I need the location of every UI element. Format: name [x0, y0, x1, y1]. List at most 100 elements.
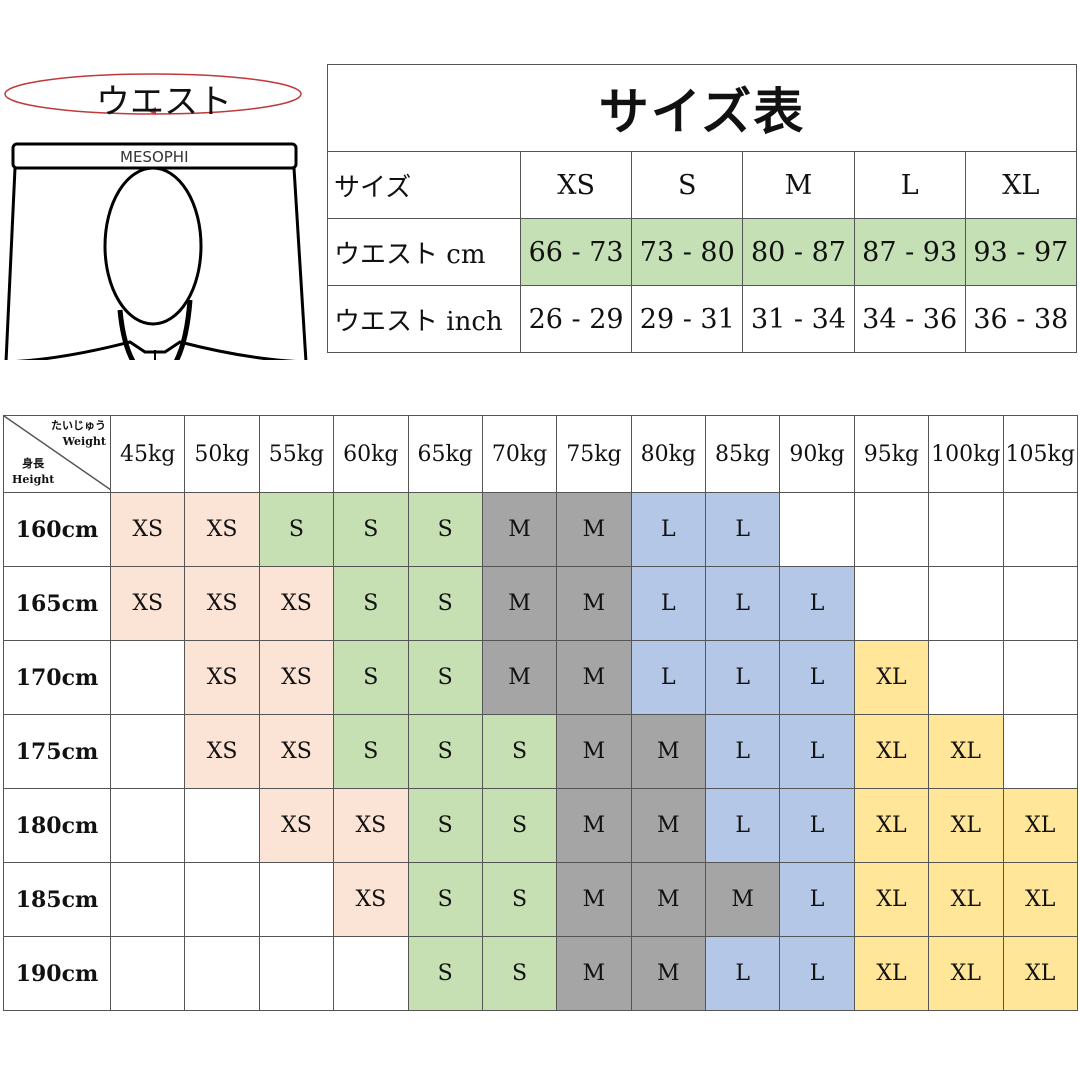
size-cell: XL	[853, 788, 930, 863]
size-cell: S	[407, 714, 483, 789]
size-cell: XL	[928, 788, 1004, 863]
size-cell	[853, 492, 930, 567]
weight-header: 80kg	[630, 415, 707, 493]
weight-header-row: たいじゅう Weight 身長 Height 45kg 50kg 55kg 60kg 65k…	[3, 415, 1078, 493]
size-cell: M	[556, 936, 632, 1011]
size-cell: L	[779, 714, 855, 789]
weight-header: 50kg	[184, 415, 260, 493]
size-header-label: サイズ	[327, 151, 521, 219]
size-cell: M	[630, 936, 707, 1011]
size-cell	[109, 862, 186, 937]
size-cell: L	[704, 492, 781, 567]
height-label: Height	[12, 473, 55, 486]
size-cell: M	[556, 492, 632, 567]
size-l: L	[853, 151, 966, 219]
size-cell: L	[704, 640, 781, 715]
waist-diagram: ウエスト MESOPHI	[0, 60, 320, 401]
size-cell: L	[704, 788, 781, 863]
size-cell: L	[779, 640, 855, 715]
size-cell: S	[481, 936, 558, 1011]
height-label: 185cm	[3, 862, 111, 937]
size-cell: M	[556, 566, 632, 641]
size-cell: S	[407, 566, 483, 641]
size-cell: S	[258, 492, 335, 567]
fit-chart: たいじゅう Weight 身長 Height 45kg 50kg 55kg 60kg 65k…	[3, 415, 1078, 1011]
size-cell: XS	[258, 788, 335, 863]
height-row: 185cm XS S S M M M L XL XL XL	[3, 862, 1078, 937]
brand-label: MESOPHI	[120, 148, 189, 166]
size-cell: M	[481, 492, 558, 567]
size-cell: XL	[928, 862, 1004, 937]
size-cell: M	[556, 714, 632, 789]
waist-inch-value: 26 - 29	[519, 285, 633, 353]
size-cell: M	[630, 714, 707, 789]
weight-header: 100kg	[928, 415, 1004, 493]
height-row: 165cm XS XS XS S S M M L L L	[3, 566, 1078, 641]
size-cell: XS	[184, 492, 260, 567]
size-cell: XS	[184, 640, 260, 715]
height-row: 180cm XS XS S S M M L L XL XL XL	[3, 788, 1078, 863]
size-cell: XS	[258, 714, 335, 789]
size-cell: L	[704, 566, 781, 641]
size-cell: L	[704, 714, 781, 789]
size-cell: XL	[853, 936, 930, 1011]
size-cell: M	[481, 640, 558, 715]
height-row: 160cm XS XS S S S M M L L	[3, 492, 1078, 567]
size-cell	[109, 936, 186, 1011]
size-cell	[1002, 714, 1078, 789]
weight-header: 85kg	[704, 415, 781, 493]
height-row: 175cm XS XS S S S M M L L XL XL	[3, 714, 1078, 789]
size-cell	[184, 788, 260, 863]
size-cell: XS	[258, 640, 335, 715]
size-cell	[1002, 566, 1078, 641]
size-cell: M	[630, 862, 707, 937]
weight-header: 70kg	[481, 415, 558, 493]
waist-inch-value: 31 - 34	[742, 285, 855, 353]
weight-header: 95kg	[853, 415, 930, 493]
size-cell: L	[779, 788, 855, 863]
size-cell: XL	[1002, 862, 1078, 937]
size-cell	[853, 566, 930, 641]
size-cell: L	[779, 936, 855, 1011]
size-cell: S	[333, 566, 409, 641]
size-cell	[928, 492, 1004, 567]
height-label: 190cm	[3, 936, 111, 1011]
size-table-title: サイズ表	[327, 64, 1077, 152]
size-cell: XL	[853, 862, 930, 937]
size-cell: L	[779, 862, 855, 937]
weight-header: 60kg	[333, 415, 409, 493]
size-cell: XS	[109, 566, 186, 641]
weight-header: 55kg	[258, 415, 335, 493]
size-cell: S	[407, 492, 483, 567]
size-cell: XL	[1002, 936, 1078, 1011]
waist-cm-value: 73 - 80	[631, 218, 744, 286]
height-jp-label: 身長	[22, 457, 45, 470]
underwear-illustration	[4, 73, 308, 401]
size-cell: XL	[853, 714, 930, 789]
size-cell	[184, 936, 260, 1011]
waist-label: ウエスト	[96, 82, 232, 122]
size-cell: XS	[333, 862, 409, 937]
size-cell: S	[481, 862, 558, 937]
size-cell: XS	[333, 788, 409, 863]
waist-inch-value: 29 - 31	[631, 285, 744, 353]
size-cell	[184, 862, 260, 937]
size-xl: XL	[964, 151, 1078, 219]
size-cell	[333, 936, 409, 1011]
size-cell: M	[704, 862, 781, 937]
size-cell: S	[481, 714, 558, 789]
height-label: 165cm	[3, 566, 111, 641]
size-cell: M	[481, 566, 558, 641]
size-cell: S	[481, 788, 558, 863]
waist-cm-value: 93 - 97	[964, 218, 1078, 286]
size-cell: S	[407, 788, 483, 863]
size-cell: XS	[184, 714, 260, 789]
height-label: 180cm	[3, 788, 111, 863]
weight-header: 105kg	[1002, 415, 1078, 493]
size-cell: L	[630, 640, 707, 715]
size-cell	[928, 640, 1004, 715]
row-label: ウエスト cm	[327, 218, 521, 286]
size-cell	[1002, 640, 1078, 715]
height-label: 175cm	[3, 714, 111, 789]
row-label: ウエスト inch	[327, 285, 521, 353]
